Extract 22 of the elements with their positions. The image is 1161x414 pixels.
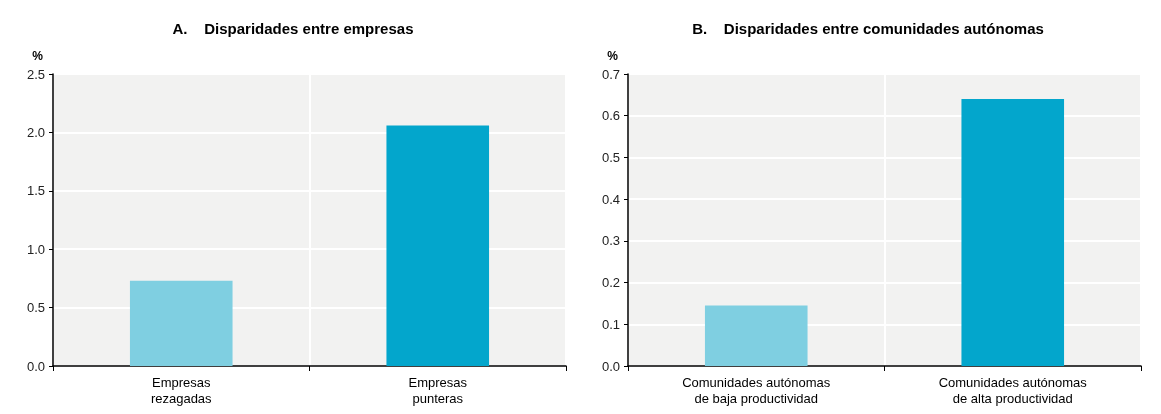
y-tick-label: 0.5: [26, 300, 45, 316]
y-tick-label: 0.0: [26, 358, 45, 374]
chart-title: B. Disparidades entre comunidades autónomas: [692, 20, 1044, 37]
y-tick-label: 0.2: [601, 275, 620, 291]
y-tick-label: 0.5: [601, 149, 620, 165]
y-tick-label: 2.5: [26, 66, 45, 82]
y-axis-title: %: [607, 49, 619, 63]
y-tick-label: 2.0: [26, 124, 45, 140]
y-tick-label: 1.5: [26, 183, 45, 199]
y-tick-label: 0.1: [601, 316, 620, 332]
y-axis-title: %: [32, 49, 44, 63]
y-tick-label: 0.0: [601, 358, 620, 374]
y-tick-label: 1.0: [26, 241, 45, 257]
chart-title: A. Disparidades entre empresas: [172, 20, 414, 37]
y-tick-label: 0.6: [601, 108, 620, 124]
y-tick-label: 0.7: [601, 66, 620, 82]
y-tick-label: 0.3: [601, 233, 620, 249]
x-tick-label: Empresas punteras: [408, 374, 468, 406]
x-tick-label: Comunidades autónomas de alta productividad: [938, 374, 1088, 406]
x-tick-label: Comunidades autónomas de baja productividad: [682, 374, 831, 406]
x-tick-label: Empresas rezagadas: [150, 374, 213, 406]
y-tick-label: 0.4: [601, 191, 620, 207]
